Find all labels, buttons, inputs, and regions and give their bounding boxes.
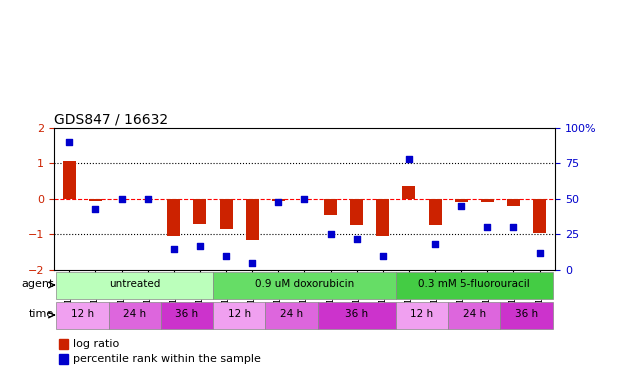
Bar [533,199,546,232]
Bar [317,302,396,328]
Text: 36 h: 36 h [345,309,369,320]
Text: 24 h: 24 h [123,309,146,320]
Bar [350,199,363,225]
Bar [59,339,68,349]
Point [378,253,388,259]
Text: 12 h: 12 h [228,309,251,320]
Bar [376,199,389,236]
Text: 12 h: 12 h [411,309,433,320]
Bar [56,302,109,328]
Bar [403,186,415,199]
Text: 0.9 uM doxorubicin: 0.9 uM doxorubicin [255,279,354,290]
Bar [220,199,233,229]
Bar [194,199,206,223]
Point [482,224,492,230]
Bar [507,199,520,206]
Point [351,236,362,242]
Bar [396,302,448,328]
Text: untreated: untreated [109,279,160,290]
Point [221,253,231,259]
Point [273,199,283,205]
Bar [56,272,213,298]
Point [534,250,545,256]
Bar [448,302,500,328]
Bar [59,354,68,364]
Bar [161,302,213,328]
Bar [298,199,311,200]
Bar [245,199,259,240]
Text: 12 h: 12 h [71,309,94,320]
Text: 36 h: 36 h [515,309,538,320]
Bar [272,199,285,201]
Text: 36 h: 36 h [175,309,198,320]
Bar [213,302,265,328]
Text: 24 h: 24 h [280,309,303,320]
Bar [265,302,317,328]
Bar [62,161,76,199]
Bar [167,199,180,236]
Text: 0.3 mM 5-fluorouracil: 0.3 mM 5-fluorouracil [418,279,530,290]
Point [299,196,309,202]
Bar [481,199,494,202]
Text: GDS847 / 16632: GDS847 / 16632 [54,112,168,126]
Text: percentile rank within the sample: percentile rank within the sample [73,354,261,364]
Bar [396,272,553,298]
Bar [324,199,337,215]
Bar [455,199,468,202]
Point [326,231,336,237]
Bar [109,302,161,328]
Point [168,246,179,252]
Point [456,203,466,209]
Point [247,260,257,266]
Text: log ratio: log ratio [73,339,119,349]
Point [195,243,205,249]
Bar [141,199,154,200]
Point [90,206,100,212]
Text: 24 h: 24 h [463,309,486,320]
Point [430,242,440,248]
Bar [213,272,396,298]
Bar [428,199,442,225]
Point [117,196,127,202]
Point [64,139,74,145]
Point [509,224,519,230]
Bar [500,302,553,328]
Point [143,196,153,202]
Text: agent: agent [22,279,54,290]
Point [404,156,414,162]
Text: time: time [29,309,54,320]
Bar [89,199,102,201]
